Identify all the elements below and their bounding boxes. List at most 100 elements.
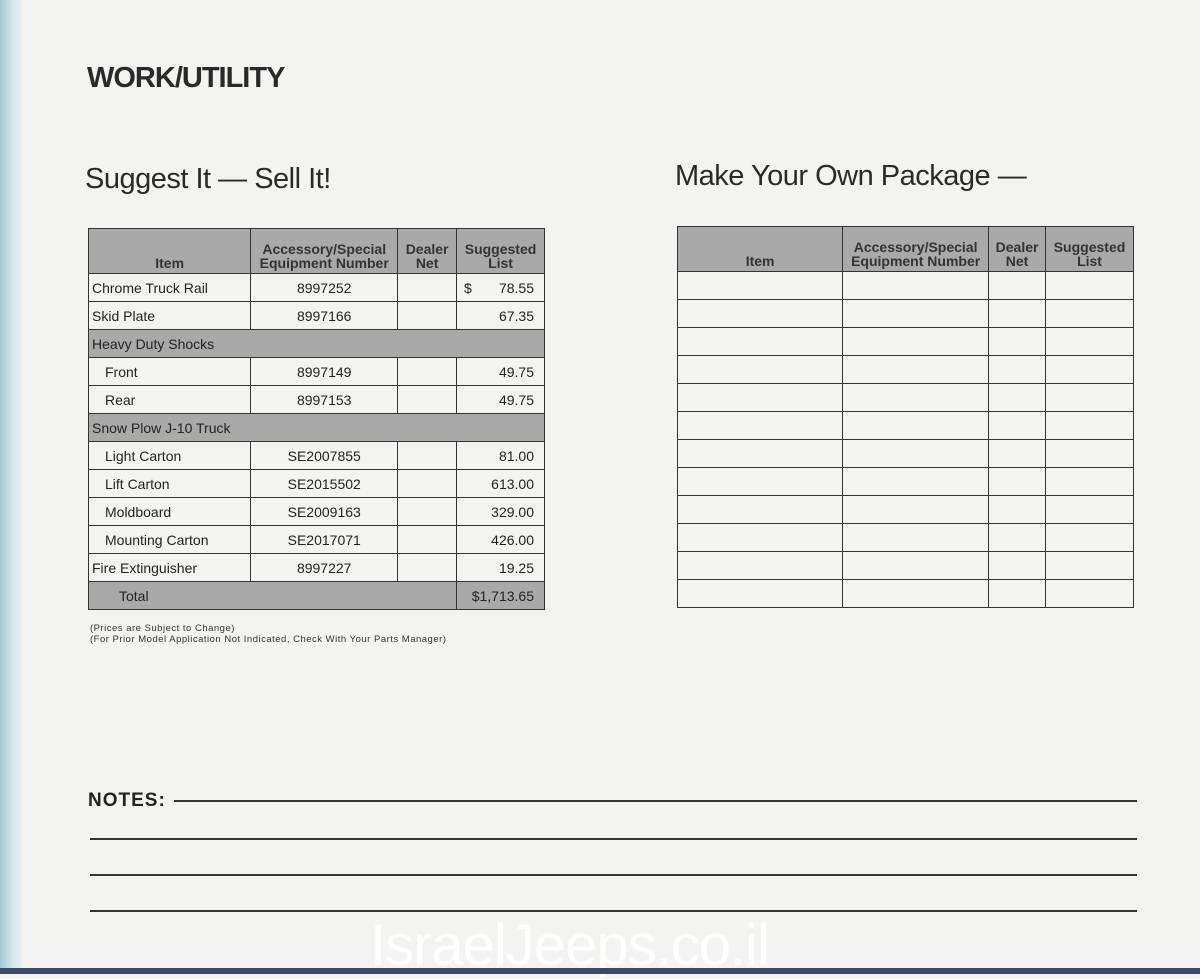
blank-cell[interactable] <box>988 495 1047 524</box>
blank-cell[interactable] <box>842 523 990 552</box>
notes-line <box>90 838 1137 840</box>
blank-cell[interactable] <box>842 467 990 496</box>
notes-label: NOTES: <box>88 790 166 811</box>
col-header-dealer-net: Dealer Net <box>397 228 458 274</box>
blank-cell[interactable] <box>1045 299 1134 328</box>
blank-cell[interactable] <box>988 439 1047 468</box>
blank-cell[interactable] <box>988 523 1047 552</box>
blank-cell[interactable] <box>988 299 1047 328</box>
list-value: 329.00 <box>491 503 534 520</box>
blank-cell[interactable] <box>676 327 844 356</box>
watermark: IsraelJeeps.co.il <box>370 913 770 978</box>
blank-cell[interactable] <box>842 411 990 440</box>
blank-cell[interactable] <box>676 411 844 440</box>
group-label: Snow Plow J-10 Truck <box>88 413 545 442</box>
blank-cell[interactable] <box>676 579 844 608</box>
blank-cell[interactable] <box>988 411 1047 440</box>
blank-cell[interactable] <box>1045 355 1134 384</box>
blank-cell[interactable] <box>988 467 1047 496</box>
footnote: (Prices are Subject to Change) <box>90 623 235 634</box>
blank-cell[interactable] <box>988 551 1047 580</box>
blank-cell[interactable] <box>1045 579 1134 608</box>
blank-cell[interactable] <box>1045 467 1134 496</box>
blank-cell[interactable] <box>1045 411 1134 440</box>
blank-cell[interactable] <box>676 467 844 496</box>
list-value: 67.35 <box>498 307 534 324</box>
scan-edge <box>0 968 1200 974</box>
blank-row <box>676 551 1134 580</box>
col-header-suggested-list: Suggested List <box>1045 226 1134 272</box>
blank-cell[interactable] <box>842 551 990 580</box>
blank-cell[interactable] <box>842 579 990 608</box>
item-cell: Chrome Truck Rail <box>87 273 252 302</box>
blank-cell[interactable] <box>842 299 990 328</box>
list-value: 78.55 <box>498 279 534 296</box>
dealer-net-cell <box>397 469 458 498</box>
blank-cell[interactable] <box>1045 551 1134 580</box>
blank-row <box>676 523 1134 552</box>
blank-row <box>676 299 1134 328</box>
list-value: 426.00 <box>491 531 534 548</box>
item-cell: Moldboard <box>87 497 252 526</box>
list-cell: $78.55 <box>456 273 545 302</box>
blank-cell[interactable] <box>676 299 844 328</box>
blank-cell[interactable] <box>676 355 844 384</box>
blank-cell[interactable] <box>988 355 1047 384</box>
list-cell: 49.75 <box>456 357 545 386</box>
item-cell: Lift Carton <box>87 469 252 498</box>
blank-cell[interactable] <box>1045 383 1134 412</box>
col-header-number: Accessory/Special Equipment Number <box>842 226 990 272</box>
blank-cell[interactable] <box>988 327 1047 356</box>
list-cell: 49.75 <box>456 385 545 414</box>
list-cell: 19.25 <box>456 553 545 582</box>
right-heading: Make Your Own Package — <box>675 160 1027 192</box>
col-header-number: Accessory/Special Equipment Number <box>250 228 399 274</box>
blank-cell[interactable] <box>676 495 844 524</box>
dealer-net-cell <box>397 553 458 582</box>
blank-cell[interactable] <box>842 327 990 356</box>
blank-row <box>676 495 1134 524</box>
blank-cell[interactable] <box>988 579 1047 608</box>
suggested-package-table: Item Accessory/Special Equipment Number … <box>87 228 545 610</box>
blank-cell[interactable] <box>676 383 844 412</box>
list-value: 613.00 <box>491 475 534 492</box>
dealer-net-cell <box>397 273 458 302</box>
table-row: Fire Extinguisher 8997227 19.25 <box>87 553 545 582</box>
table-row: Mounting Carton SE2017071 426.00 <box>87 525 545 554</box>
blank-row <box>676 355 1134 384</box>
table-row: Moldboard SE2009163 329.00 <box>87 497 545 526</box>
blank-row <box>676 439 1134 468</box>
blank-cell[interactable] <box>842 439 990 468</box>
blank-cell[interactable] <box>676 439 844 468</box>
table-row: Front 8997149 49.75 <box>87 357 545 386</box>
col-header-suggested-list: Suggested List <box>456 228 545 274</box>
blank-cell[interactable] <box>842 271 990 300</box>
blank-cell[interactable] <box>1045 495 1134 524</box>
blank-cell[interactable] <box>988 383 1047 412</box>
number-cell: 8997166 <box>250 301 399 330</box>
blank-cell[interactable] <box>842 383 990 412</box>
blank-cell[interactable] <box>676 523 844 552</box>
blank-cell[interactable] <box>1045 439 1134 468</box>
page-edge <box>0 0 22 974</box>
group-row: Heavy Duty Shocks <box>88 329 545 358</box>
blank-cell[interactable] <box>842 355 990 384</box>
blank-cell[interactable] <box>1045 523 1134 552</box>
blank-cell[interactable] <box>842 495 990 524</box>
dealer-net-cell <box>397 525 458 554</box>
item-cell: Front <box>87 357 252 386</box>
list-cell: 329.00 <box>456 497 545 526</box>
list-value: 81.00 <box>498 447 534 464</box>
table-row: Skid Plate 8997166 67.35 <box>87 301 545 330</box>
notes-line <box>174 800 1137 802</box>
blank-cell[interactable] <box>988 271 1047 300</box>
blank-cell[interactable] <box>676 551 844 580</box>
blank-row <box>676 467 1134 496</box>
number-cell: 8997252 <box>250 273 399 302</box>
blank-cell[interactable] <box>1045 271 1134 300</box>
footnote: (For Prior Model Application Not Indicat… <box>90 634 447 645</box>
blank-cell[interactable] <box>676 271 844 300</box>
item-cell: Rear <box>87 385 252 414</box>
blank-row <box>676 579 1134 608</box>
blank-cell[interactable] <box>1045 327 1134 356</box>
